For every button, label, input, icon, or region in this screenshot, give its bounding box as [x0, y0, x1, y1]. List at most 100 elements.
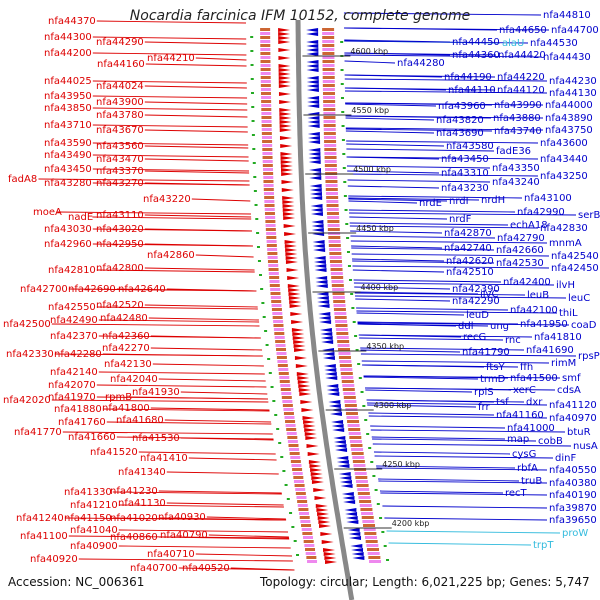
scale-ticks: 4600 kbp 4550 kbp 4500 kbp 4450 kbp 4400 kbp… — [302, 47, 429, 529]
leader-line — [68, 535, 290, 539]
forward-gene-arrow — [278, 76, 291, 80]
leader-line — [354, 291, 479, 295]
gene-label-reverse: cobB — [538, 436, 563, 447]
leader-line — [345, 102, 544, 106]
gc-marker — [350, 293, 354, 295]
leader-line — [374, 455, 554, 459]
gene-label-reverse: nfa44650 — [499, 25, 547, 36]
reverse-gene-arrow — [351, 548, 364, 552]
gene-label-forward: nfa40700 — [130, 563, 178, 574]
gene-label-forward: nfa41410 — [140, 453, 188, 464]
gene-category-block — [303, 536, 314, 539]
leader-line — [230, 567, 295, 571]
gene-label-forward: nfa42020 — [3, 395, 51, 406]
reverse-gene-arrow — [308, 148, 321, 152]
gene-category-block — [347, 420, 360, 423]
gene-label-reverse: nfa42510 — [446, 267, 494, 278]
forward-gene-arrow — [279, 124, 292, 128]
gene-label-forward: nfa43560 — [96, 141, 144, 152]
gene-category-block — [345, 412, 358, 415]
gene-label-reverse: ilvC — [480, 289, 498, 300]
gene-category-block — [272, 316, 283, 319]
forward-gene-arrow — [291, 328, 304, 332]
gene-category-block — [282, 404, 293, 407]
gene-label-reverse: cdsA — [557, 385, 581, 396]
gene-category-block — [323, 116, 336, 119]
leader-line — [372, 438, 537, 442]
gene-label-reverse: nfa43440 — [540, 154, 588, 165]
reverse-gene-arrow — [314, 264, 327, 268]
gene-category-block — [260, 52, 271, 55]
gene-label-reverse: nfa41000 — [507, 423, 555, 434]
reverse-gene-arrow — [328, 400, 341, 404]
gene-category-block — [322, 68, 335, 71]
gene-category-block — [283, 412, 294, 415]
leader-line — [365, 387, 556, 391]
reverse-gene-arrow — [307, 104, 320, 108]
gene-category-block — [260, 76, 271, 79]
gene-category-block — [271, 304, 282, 307]
gc-marker — [342, 153, 346, 155]
forward-gene-arrow — [280, 144, 293, 148]
reverse-gene-arrow — [346, 520, 359, 524]
leader-line — [144, 41, 247, 45]
gene-label-forward: nfa42280 — [54, 349, 102, 360]
gene-category-block — [341, 376, 354, 379]
leader-line — [345, 117, 435, 121]
gene-label-reverse: nfa40970 — [549, 413, 597, 424]
gc-marker — [340, 97, 344, 99]
gene-label-forward: nfa41660 — [68, 432, 116, 443]
leader-line — [343, 12, 542, 16]
gene-label-reverse: nfa41160 — [496, 410, 544, 421]
reverse-gene-arrow — [306, 44, 319, 48]
gene-label-forward: nfa43110 — [96, 210, 144, 221]
gene-category-block — [335, 324, 348, 327]
reverse-gene-arrow — [324, 372, 337, 376]
reverse-gene-arrow — [326, 388, 339, 392]
gene-label-forward: nfa42960 — [44, 239, 92, 250]
gene-category-block — [260, 88, 271, 91]
gene-category-block — [307, 560, 318, 563]
gene-category-block — [285, 420, 296, 423]
leader-line — [102, 353, 263, 357]
forward-gene-arrow — [280, 160, 293, 164]
gene-label-reverse: thiL — [559, 308, 578, 319]
forward-gene-arrow — [282, 196, 295, 200]
leader-line — [92, 36, 247, 40]
reverse-gene-arrow — [306, 68, 319, 72]
gc-marker — [366, 433, 370, 435]
leader-line — [78, 558, 293, 562]
gc-marker — [250, 36, 254, 38]
gene-category-block — [368, 556, 381, 559]
forward-gene-arrow — [292, 332, 305, 336]
gene-label-reverse: cysG — [512, 449, 536, 460]
gene-label-reverse: nfa44450 — [452, 37, 500, 48]
reverse-gene-arrow — [311, 228, 324, 232]
gene-category-block — [276, 352, 287, 355]
gene-category-block — [285, 424, 296, 427]
leader-line — [358, 334, 533, 338]
gene-category-block — [337, 340, 350, 343]
reverse-gene-arrow — [309, 188, 322, 192]
gene-category-block — [348, 428, 361, 431]
leader-line — [166, 471, 279, 475]
reverse-gene-arrow — [335, 448, 348, 452]
reverse-gene-arrow — [313, 256, 326, 260]
gene-category-block — [328, 240, 341, 243]
gene-category-block — [332, 296, 345, 299]
gc-marker — [251, 106, 255, 108]
forward-gene-arrow — [293, 344, 306, 348]
gene-category-block — [326, 196, 339, 199]
gc-marker — [360, 391, 364, 393]
leader-line — [206, 516, 286, 520]
reverse-gene-arrow — [345, 512, 358, 516]
gene-category-block — [304, 544, 315, 547]
gene-label-forward: nfa41520 — [90, 447, 138, 458]
gene-label-reverse: nfa41500 — [510, 373, 558, 384]
gene-label-reverse: nfa44190 — [444, 72, 492, 83]
forward-gene-arrow — [298, 388, 311, 392]
gene-category-block — [289, 448, 300, 451]
leader-line — [370, 425, 506, 429]
gene-category-block — [263, 176, 274, 179]
gene-label-reverse: nfa42100 — [510, 305, 558, 316]
